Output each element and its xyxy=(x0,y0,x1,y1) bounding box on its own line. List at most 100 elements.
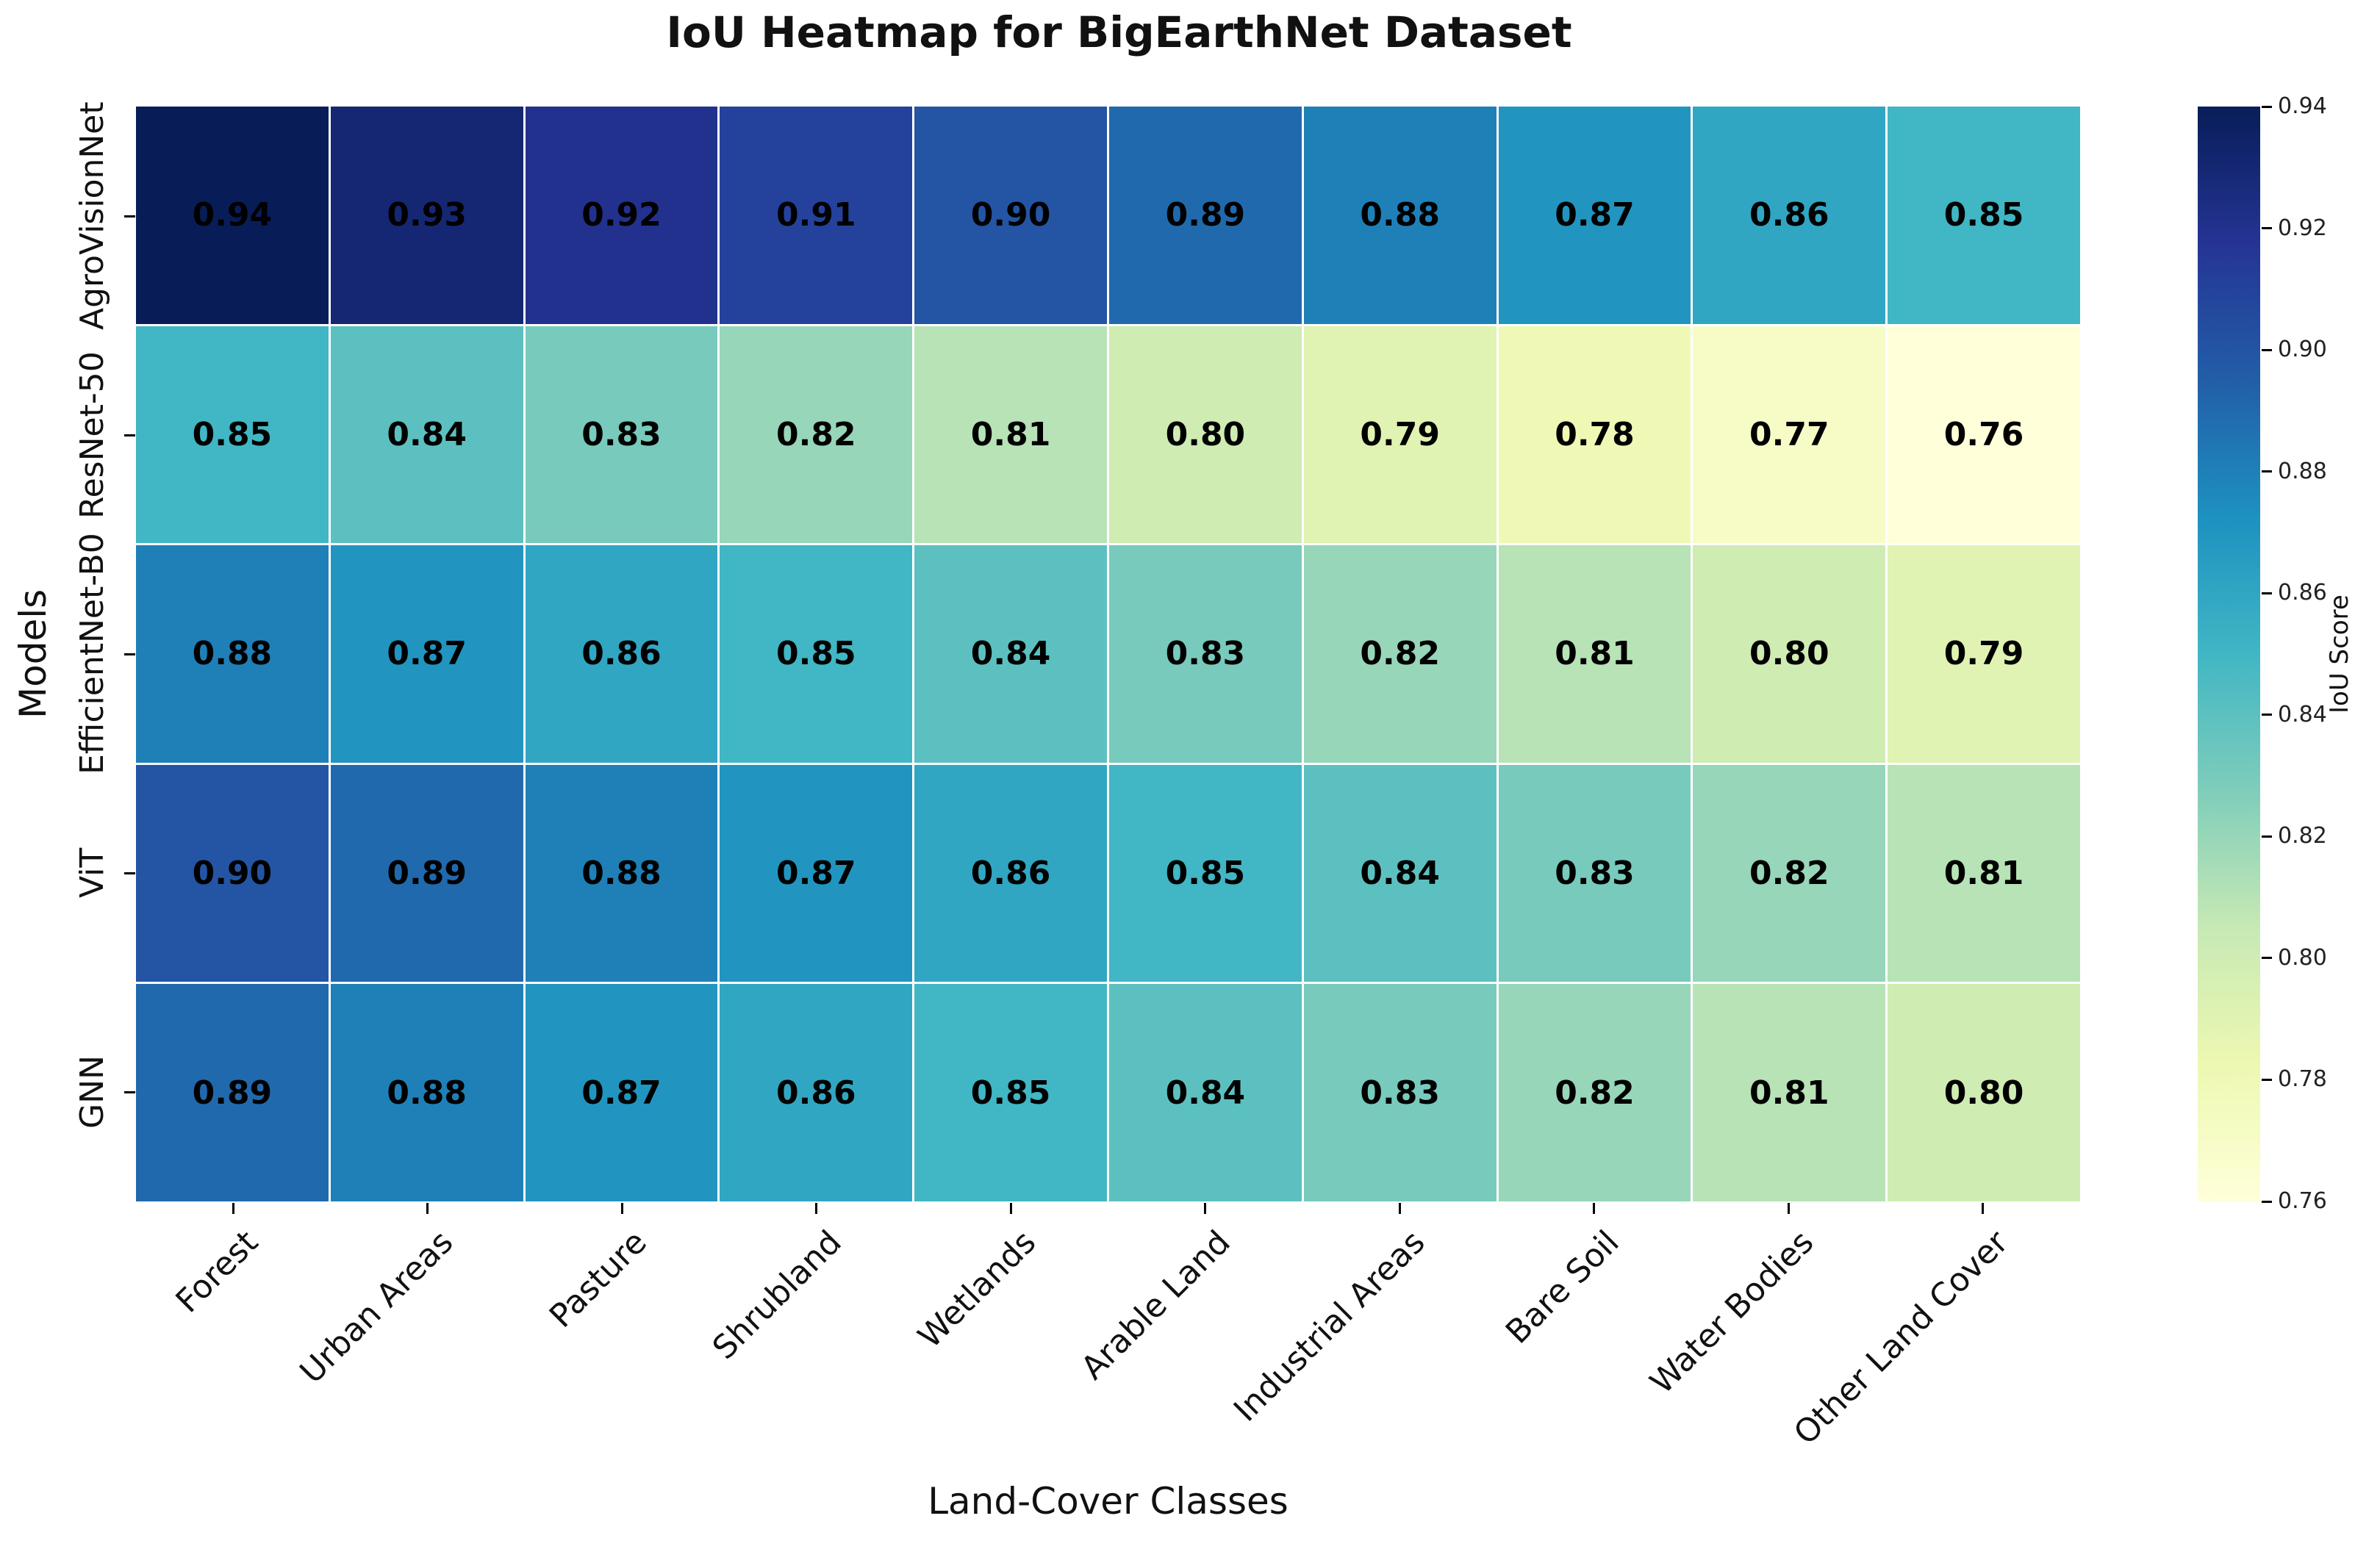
colorbar-tick-label: 0.76 xyxy=(2278,1188,2327,1214)
heatmap-cell: 0.92 xyxy=(525,107,718,324)
heatmap-cell: 0.84 xyxy=(1108,984,1302,1201)
heatmap-cell: 0.80 xyxy=(1888,984,2080,1201)
x-tick xyxy=(620,1203,623,1214)
x-tick xyxy=(232,1203,234,1214)
heatmap-cell: 0.80 xyxy=(1693,545,1886,763)
heatmap-cell: 0.93 xyxy=(330,107,523,324)
heatmap-cell: 0.91 xyxy=(720,107,913,324)
y-axis-title: Models xyxy=(12,589,54,719)
x-tick-label: Shrubland xyxy=(705,1223,849,1367)
y-tick xyxy=(124,871,135,874)
y-tick xyxy=(124,653,135,655)
heatmap-cell: 0.84 xyxy=(914,545,1107,763)
heatmap-cell: 0.81 xyxy=(1498,545,1691,763)
x-tick xyxy=(1787,1203,1790,1214)
x-tick-label: Pasture xyxy=(542,1223,655,1335)
colorbar-tick-label: 0.86 xyxy=(2278,580,2327,606)
heatmap-cell: 0.90 xyxy=(136,764,329,982)
heatmap-cell: 0.81 xyxy=(1888,764,2080,982)
heatmap-cell: 0.87 xyxy=(330,545,523,763)
heatmap-cell: 0.84 xyxy=(1303,764,1497,982)
x-tick xyxy=(1398,1203,1401,1214)
colorbar-tick xyxy=(2262,227,2272,230)
heatmap-cell: 0.79 xyxy=(1888,545,2080,763)
heatmap-cell: 0.88 xyxy=(136,545,329,763)
heatmap-cell: 0.83 xyxy=(1498,764,1691,982)
heatmap-cell: 0.88 xyxy=(1303,107,1497,324)
x-tick xyxy=(1009,1203,1012,1214)
heatmap-cell: 0.80 xyxy=(1108,326,1302,544)
colorbar-tick-label: 0.94 xyxy=(2278,93,2327,119)
heatmap-cell: 0.76 xyxy=(1888,326,2080,544)
colorbar-gradient xyxy=(2198,107,2260,1201)
x-tick-label: Water Bodies xyxy=(1643,1223,1821,1402)
heatmap-cell: 0.86 xyxy=(914,764,1107,982)
colorbar-tick xyxy=(2262,957,2272,960)
heatmap-cell: 0.94 xyxy=(136,107,329,324)
x-tick-label: Wetlands xyxy=(911,1223,1044,1356)
colorbar-tick-label: 0.84 xyxy=(2278,701,2327,727)
heatmap-cell: 0.81 xyxy=(1693,984,1886,1201)
colorbar-tick-label: 0.90 xyxy=(2278,337,2327,363)
heatmap-cell: 0.83 xyxy=(1108,545,1302,763)
colorbar-label: IoU Score xyxy=(2325,594,2354,714)
heatmap-cell: 0.89 xyxy=(330,764,523,982)
heatmap-cell: 0.87 xyxy=(1498,107,1691,324)
chart-title: IoU Heatmap for BigEarthNet Dataset xyxy=(666,7,1572,57)
colorbar-tick xyxy=(2262,105,2272,108)
x-tick-label: Arable Land xyxy=(1074,1223,1238,1387)
colorbar-tick xyxy=(2262,714,2272,716)
x-tick-label: Industrial Areas xyxy=(1226,1223,1433,1429)
x-tick xyxy=(815,1203,818,1214)
colorbar-tick xyxy=(2262,592,2272,594)
x-axis-title: Land-Cover Classes xyxy=(928,1480,1288,1523)
colorbar-tick xyxy=(2262,1078,2272,1081)
heatmap-cell: 0.89 xyxy=(1108,107,1302,324)
heatmap-cell: 0.82 xyxy=(1498,984,1691,1201)
y-tick-label: GNN xyxy=(74,1055,111,1129)
heatmap-cell: 0.85 xyxy=(1108,764,1302,982)
heatmap-cell: 0.89 xyxy=(136,984,329,1201)
heatmap-cell: 0.77 xyxy=(1693,326,1886,544)
x-tick-label: Forest xyxy=(168,1223,266,1320)
heatmap-cell: 0.85 xyxy=(1888,107,2080,324)
x-tick-label: Other Land Cover xyxy=(1786,1223,2015,1453)
x-tick xyxy=(1204,1203,1207,1214)
colorbar-tick-label: 0.88 xyxy=(2278,458,2327,484)
heatmap-cell: 0.83 xyxy=(1303,984,1497,1201)
x-tick-label: Urban Areas xyxy=(292,1223,460,1391)
heatmap-grid: 0.94 0.93 0.92 0.91 0.90 0.89 0.88 0.87 0.86 0.85… xyxy=(136,107,2080,1201)
heatmap-cell: 0.82 xyxy=(1693,764,1886,982)
heatmap-cell: 0.81 xyxy=(914,326,1107,544)
heatmap-cell: 0.87 xyxy=(525,984,718,1201)
x-tick xyxy=(426,1203,429,1214)
heatmap-cell: 0.88 xyxy=(525,764,718,982)
y-tick xyxy=(124,434,135,436)
heatmap-cell: 0.85 xyxy=(720,545,913,763)
heatmap-cell: 0.79 xyxy=(1303,326,1497,544)
x-tick xyxy=(1593,1203,1596,1214)
x-tick-label: Bare Soil xyxy=(1499,1223,1627,1351)
colorbar-tick-label: 0.78 xyxy=(2278,1066,2327,1093)
colorbar-tick xyxy=(2262,1200,2272,1203)
heatmap-cell: 0.87 xyxy=(720,764,913,982)
heatmap-cell: 0.85 xyxy=(914,984,1107,1201)
colorbar-tick xyxy=(2262,835,2272,838)
heatmap-cell: 0.90 xyxy=(914,107,1107,324)
heatmap-cell: 0.83 xyxy=(525,326,718,544)
colorbar-tick-label: 0.80 xyxy=(2278,944,2327,971)
heatmap-cell: 0.86 xyxy=(720,984,913,1201)
heatmap-cell: 0.85 xyxy=(136,326,329,544)
heatmap-cell: 0.82 xyxy=(1303,545,1497,763)
colorbar-tick xyxy=(2262,348,2272,351)
heatmap-cell: 0.86 xyxy=(525,545,718,763)
heatmap-cell: 0.82 xyxy=(720,326,913,544)
colorbar-tick xyxy=(2262,470,2272,473)
colorbar-tick-label: 0.82 xyxy=(2278,823,2327,849)
heatmap-cell: 0.84 xyxy=(330,326,523,544)
heatmap-cell: 0.86 xyxy=(1693,107,1886,324)
x-tick xyxy=(1982,1203,1985,1214)
colorbar-tick-label: 0.92 xyxy=(2278,215,2327,241)
y-tick xyxy=(124,215,135,218)
